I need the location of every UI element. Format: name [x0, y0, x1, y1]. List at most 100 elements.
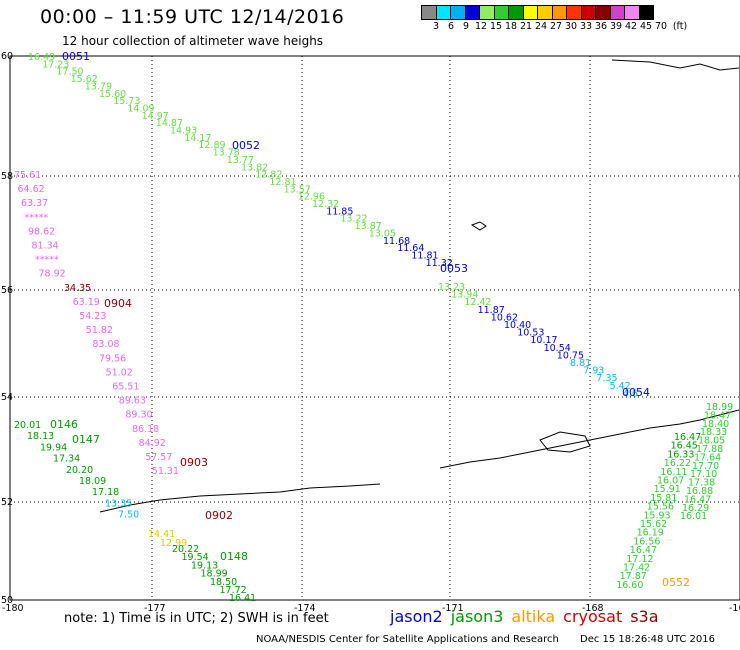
jason3-swh: 20.22 [172, 544, 199, 555]
jason2-swh: 13.77 [227, 155, 254, 166]
latitude-label: 54 [1, 392, 13, 403]
jason3-swh: 16.47 [684, 494, 711, 505]
jason3-swh: 16.56 [633, 536, 660, 547]
jason3-swh: 17.87 [620, 571, 647, 582]
jason2-swh: 14.97 [142, 111, 169, 122]
jason2-swh: 7.93 [583, 366, 604, 377]
jason2-swh: 11.81 [411, 250, 438, 261]
map-grid: -180 -177 -174 -171 -168 -16 60 58 56 54 52 50 [1, 51, 740, 614]
track-id-0148: 0148 [220, 550, 248, 563]
satellite-legend: jason2 jason3 altika cryosat s3a [390, 607, 667, 626]
latitude-label: 50 [1, 595, 13, 606]
jason3-swh: 20.01 [14, 420, 41, 431]
credit-line: NOAA/NESDIS Center for Satellite Applica… [256, 634, 559, 645]
color-scale-label: 30 [564, 21, 578, 32]
altika-swh: 12.99 [160, 538, 187, 549]
jason3-swh: 17.72 [220, 585, 247, 596]
longitude-label: -16 [729, 603, 740, 614]
jason3-swh: 18.13 [27, 431, 54, 442]
legend-jason2: jason2 [390, 607, 443, 626]
jason3-swh: 16.45 [671, 441, 698, 452]
color-scale-labels: 3 6 9 12 15 18 21 24 27 30 33 36 39 42 45 70 (ft) [421, 21, 740, 35]
jason2-swh: 12.89 [198, 140, 225, 151]
s3a-swh: 57.57 [145, 452, 172, 463]
jason2-swh: 11.87 [478, 305, 505, 316]
latitude-label: 56 [1, 285, 13, 296]
jason3-swh: 16.07 [657, 476, 684, 487]
jason2-swh: 13.57 [284, 184, 311, 195]
color-scale-label: 33 [579, 21, 593, 32]
s3a-swh: 65.51 [112, 382, 139, 393]
longitude-label: -177 [144, 603, 166, 614]
jason2-swh: 12.96 [298, 192, 325, 203]
jason3-swh: 16.19 [637, 528, 664, 539]
jason2-swh: 10.53 [517, 328, 544, 339]
altika-swh: 14.41 [148, 529, 175, 540]
altimeter-tracks: 16.4917.2317.5015.6213.7915.6015.7314.09… [14, 50, 733, 604]
jason3-swh: 16.22 [664, 458, 691, 469]
jason2-swh: 10.17 [530, 335, 557, 346]
longitude-label: -174 [294, 603, 316, 614]
jason2-swh: 13.05 [369, 228, 396, 239]
s3a-swh: 98.62 [28, 226, 55, 237]
jason3-swh: 15.56 [647, 502, 674, 513]
map-frame [9, 55, 740, 601]
s3a-swh: 64.62 [18, 184, 45, 195]
color-scale-label: 24 [534, 21, 548, 32]
jason3-swh: 17.12 [626, 554, 653, 565]
color-scale-label: 36 [594, 21, 608, 32]
jason2-swh: 12.42 [464, 297, 491, 308]
longitude-label: -168 [582, 603, 604, 614]
jason3-swh: 15.62 [640, 519, 667, 530]
jason3-swh: 17.10 [690, 469, 717, 480]
latitude-label: 60 [1, 51, 13, 62]
color-scale-label: 9 [462, 21, 470, 32]
jason2-swh: 11.64 [397, 243, 424, 254]
s3a-swh: 51.31 [152, 466, 179, 477]
color-scale-label: 21 [519, 21, 533, 32]
jason3-swh: 18.40 [702, 419, 729, 430]
color-scale-label: 45 [639, 21, 653, 32]
s3a-swh: 81.34 [32, 241, 59, 252]
color-scale-label: 27 [549, 21, 563, 32]
jason3-swh: 18.05 [698, 436, 725, 447]
jason3-swh: 19.94 [40, 442, 67, 453]
track-id-0146: 0146 [50, 418, 78, 431]
jason3-swh: 18.99 [201, 569, 228, 580]
jason2-swh: 13.87 [355, 221, 382, 232]
track-id-0904: 0904 [104, 297, 132, 310]
jason3-swh: 16.01 [680, 511, 707, 522]
s3a-swh: 51.82 [86, 325, 113, 336]
s3a-swh: 63.37 [21, 198, 48, 209]
s3a-swh: 86.18 [132, 424, 159, 435]
jason2-swh: 10.54 [544, 343, 571, 354]
color-scale-label: 3 [432, 21, 440, 32]
coastline [99, 59, 740, 513]
jason2-swh: 15.73 [113, 96, 140, 107]
jason2-swh: 5.42 [610, 381, 631, 392]
s3a-swh: ***** [35, 255, 59, 266]
track-id-0902: 0902 [205, 509, 233, 522]
jason2-swh: 14.17 [184, 133, 211, 144]
jason2-swh: 17.50 [56, 67, 83, 78]
pribilof-island [470, 221, 487, 231]
jason3-swh: 15.91 [654, 484, 681, 495]
jason2-swh: 17.23 [42, 59, 69, 70]
jason2-swh: 12.32 [312, 199, 339, 210]
unimak-island [539, 431, 591, 453]
legend-s3a: s3a [630, 607, 659, 626]
jason3-swh: 17.38 [688, 478, 715, 489]
color-swatch [638, 5, 654, 20]
jason3-swh: 16.29 [682, 503, 709, 514]
jason2-swh: 11.85 [326, 206, 353, 217]
s3a-swh: 79.56 [99, 353, 126, 364]
jason2-swh: 10.62 [491, 312, 518, 323]
jason2-swh: 10.75 [557, 350, 584, 361]
jason2-swh: 14.87 [156, 118, 183, 129]
latitude-label: 52 [1, 497, 13, 508]
s3a-swh: 89.30 [125, 410, 152, 421]
jason2-swh: 16.49 [28, 52, 55, 63]
jason3-swh: 17.64 [694, 452, 721, 463]
s3a-swh: 51.02 [106, 367, 133, 378]
color-scale-label: 39 [609, 21, 623, 32]
